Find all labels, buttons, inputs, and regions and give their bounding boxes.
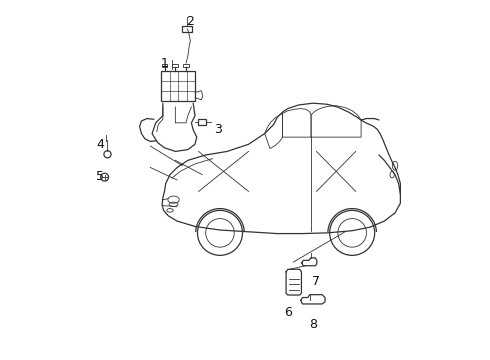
Text: 2: 2 — [186, 14, 194, 27]
Text: 1: 1 — [161, 57, 169, 71]
Bar — [172, 64, 178, 67]
Bar — [183, 64, 189, 67]
Text: 7: 7 — [313, 275, 320, 288]
Text: 4: 4 — [97, 138, 104, 151]
Text: 6: 6 — [284, 306, 292, 319]
Text: 3: 3 — [214, 123, 222, 136]
Bar — [161, 71, 195, 102]
Bar — [198, 119, 206, 125]
Text: 5: 5 — [97, 170, 104, 183]
Text: 8: 8 — [309, 318, 317, 331]
Bar — [162, 64, 168, 67]
Bar — [182, 26, 193, 32]
